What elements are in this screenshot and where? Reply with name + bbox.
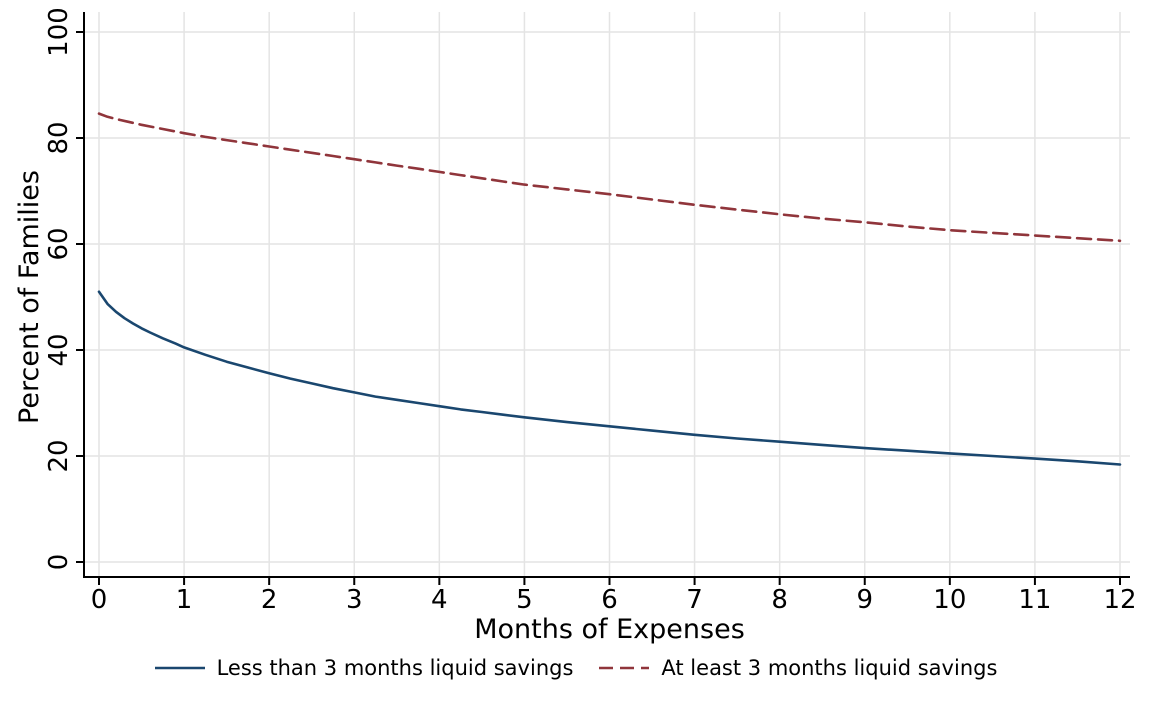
y-tick-label: 80 (44, 121, 74, 154)
x-tick-label: 4 (431, 585, 448, 615)
dashed-line-key-icon (599, 666, 650, 670)
y-tick-label: 20 (44, 439, 74, 472)
x-tick-label: 7 (686, 585, 703, 615)
x-axis-title: Months of Expenses (474, 614, 745, 645)
x-tick-label: 3 (346, 585, 363, 615)
x-tick-label: 6 (601, 585, 618, 615)
y-tick-label: 60 (44, 227, 74, 260)
series-line-0 (97, 290, 1122, 466)
x-tick-label: 10 (933, 585, 966, 615)
series-line-1 (97, 112, 1122, 243)
legend-item-less-than-3-months: Less than 3 months liquid savings (154, 656, 574, 680)
x-tick-label: 2 (261, 585, 278, 615)
x-tick-label: 1 (176, 585, 193, 615)
chart-legend: Less than 3 months liquid savings At lea… (0, 656, 1152, 680)
y-tick-label: 40 (44, 333, 74, 366)
x-tick-label: 5 (516, 585, 533, 615)
legend-label: At least 3 months liquid savings (661, 656, 998, 680)
x-tick-label: 8 (771, 585, 788, 615)
legend-label: Less than 3 months liquid savings (216, 656, 574, 680)
y-tick-label: 100 (44, 7, 74, 57)
x-tick-label: 11 (1018, 585, 1051, 615)
x-tick-label: 12 (1103, 585, 1136, 615)
x-tick-label: 9 (856, 585, 873, 615)
y-tick-label: 0 (44, 554, 74, 571)
legend-item-at-least-3-months: At least 3 months liquid savings (599, 656, 997, 680)
solid-line-key-icon (154, 666, 205, 670)
x-tick-label: 0 (91, 585, 108, 615)
y-axis-title: Percent of Families (14, 170, 45, 424)
